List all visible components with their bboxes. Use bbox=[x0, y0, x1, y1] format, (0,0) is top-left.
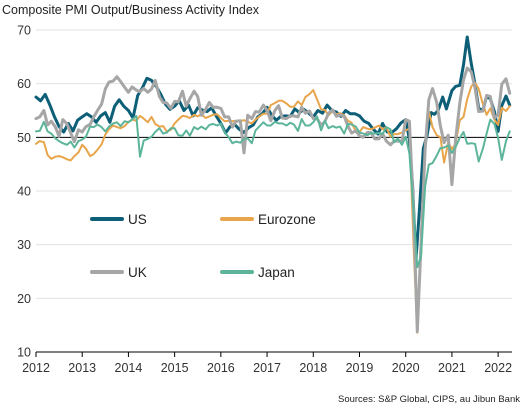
source-note: Sources: S&P Global, CIPS, au Jibun Bank bbox=[338, 394, 520, 405]
chart-title: Composite PMI Output/Business Activity I… bbox=[2, 3, 260, 17]
series-line-uk bbox=[34, 66, 512, 334]
legend: US Eurozone UK Japan bbox=[90, 212, 316, 280]
x-tick-label: 2019 bbox=[346, 361, 374, 375]
legend-label-japan: Japan bbox=[258, 265, 295, 280]
series-line-eurozone bbox=[35, 81, 511, 334]
grid bbox=[36, 29, 512, 299]
legend-label-uk: UK bbox=[128, 265, 147, 280]
y-tick-label: 60 bbox=[17, 77, 31, 91]
y-tick-label: 50 bbox=[17, 131, 31, 145]
x-tick-label: 2012 bbox=[22, 361, 50, 375]
y-axis: 10 20 30 40 50 60 70 bbox=[17, 24, 31, 360]
x-tick-label: 2017 bbox=[253, 361, 281, 375]
y-tick-label: 70 bbox=[17, 24, 31, 38]
series-line-us bbox=[34, 35, 512, 263]
y-tick-label: 10 bbox=[17, 346, 31, 360]
x-tick-label: 2018 bbox=[299, 361, 327, 375]
y-tick-label: 20 bbox=[17, 292, 31, 306]
x-tick-label: 2022 bbox=[484, 361, 512, 375]
legend-label-eurozone: Eurozone bbox=[258, 212, 316, 227]
series-lines bbox=[34, 35, 512, 334]
series-line-japan bbox=[35, 114, 511, 269]
x-axis: 2012 2013 2014 2015 2016 2017 2018 2019 2020 2021… bbox=[22, 351, 512, 375]
legend-label-us: US bbox=[128, 212, 147, 227]
x-tick-label: 2013 bbox=[68, 361, 96, 375]
x-tick-label: 2015 bbox=[161, 361, 189, 375]
x-tick-label: 2016 bbox=[207, 361, 235, 375]
x-tick-label: 2014 bbox=[115, 361, 143, 375]
y-tick-label: 30 bbox=[17, 238, 31, 252]
x-tick-label: 2020 bbox=[392, 361, 420, 375]
y-tick-label: 40 bbox=[17, 185, 31, 199]
x-tick-label: 2021 bbox=[438, 361, 466, 375]
